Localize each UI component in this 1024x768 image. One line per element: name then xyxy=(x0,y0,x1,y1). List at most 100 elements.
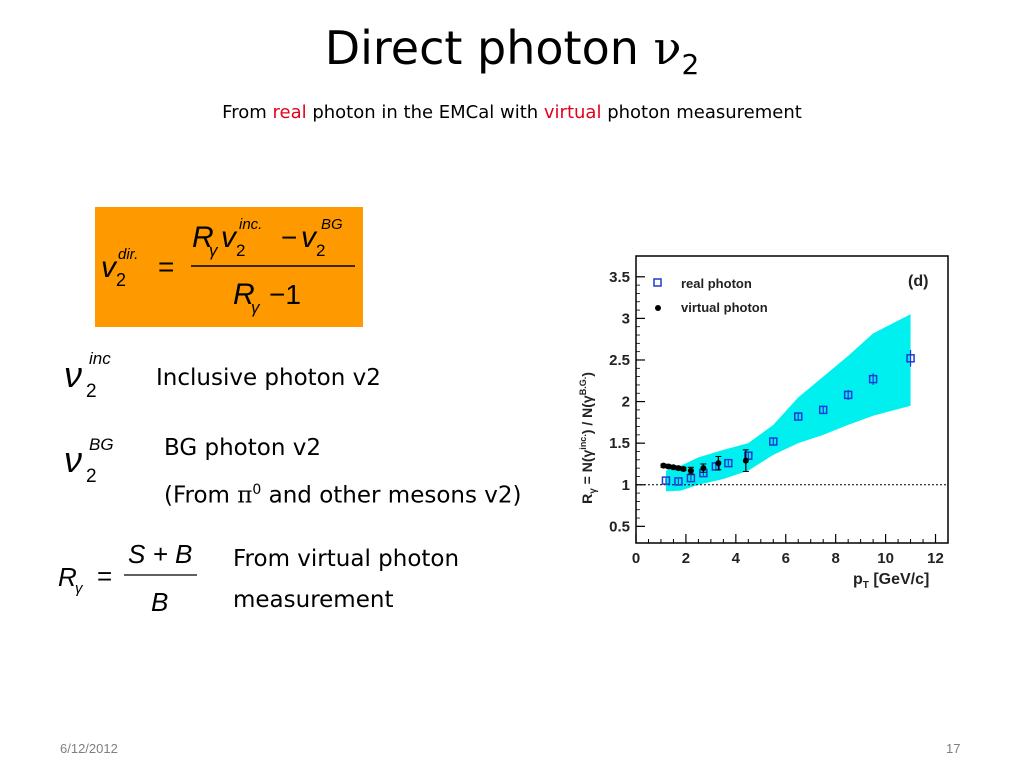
panel-label: (d) xyxy=(908,273,928,290)
virtual-photon-point xyxy=(742,457,749,464)
xlabel-unit: [GeV/c] xyxy=(869,571,929,588)
real-photon-point xyxy=(661,476,671,485)
virtual-photon-text-line2: measurement xyxy=(233,587,394,613)
x-tick-label: 6 xyxy=(782,550,790,567)
y-tick-label: 3 xyxy=(622,310,630,327)
xlabel-p: p xyxy=(853,571,863,588)
v2-bg-symbol: ν 2 BG xyxy=(64,435,114,487)
ylabel-sup2: B.G. xyxy=(578,377,588,396)
v2-inc-sub: 2 xyxy=(86,381,97,402)
r-gamma-equals: = xyxy=(97,561,112,591)
real-photon-point xyxy=(818,405,828,415)
direct-v2-formula-box: v 2 dir. = R γ v 2 inc. − v 2 BG R γ −1 xyxy=(95,207,363,327)
r-gamma-numerator: S + B xyxy=(128,539,192,569)
formula-num-sub2: 2 xyxy=(316,241,325,260)
footer-date: 6/12/2012 xyxy=(60,741,118,756)
real-photon-point xyxy=(769,437,778,446)
title-text: Direct photon xyxy=(324,21,654,75)
formula-lhs-v: v xyxy=(101,251,118,284)
slide-subtitle: From real photon in the EMCal with virtu… xyxy=(0,102,1024,123)
legend-real-label: real photon xyxy=(681,276,752,291)
x-tick-label: 8 xyxy=(832,550,840,567)
v2-bg-nu: ν xyxy=(64,439,82,480)
virtual-photon-point xyxy=(665,463,672,470)
systematic-band xyxy=(665,314,911,492)
subtitle-part3: photon in the EMCal with xyxy=(306,102,544,123)
slide-title: Direct photon ν2 xyxy=(0,18,1024,95)
formula-num-v: v xyxy=(221,221,238,254)
virtual-photon-text: From virtual photon xyxy=(233,546,460,572)
formula-num-R: R xyxy=(192,221,214,254)
x-axis-ticks: 0 2 4 6 8 10 12 xyxy=(632,534,949,567)
y-tick-label: 3.5 xyxy=(609,269,630,286)
legend-virtual-label: virtual photon xyxy=(681,300,768,315)
virtual-photon-points xyxy=(660,449,749,475)
ylabel-R: R xyxy=(579,494,595,504)
real-photon-point xyxy=(868,374,878,384)
x-tick-label: 0 xyxy=(632,550,640,567)
formula-num-v2: v xyxy=(301,221,318,254)
virtual-photon-point xyxy=(715,460,722,467)
virtual-photon-point xyxy=(670,464,677,471)
v2-inc-nu: ν xyxy=(64,354,82,395)
v2-inc-sup: inc xyxy=(89,349,111,368)
subtitle-real: real xyxy=(272,102,307,123)
real-photon-points xyxy=(661,350,915,486)
formula-num-minus: − xyxy=(281,222,297,253)
formula-num-sup2: BG xyxy=(321,216,343,233)
ylabel-sub: γ xyxy=(588,488,599,494)
virtual-photon-point xyxy=(675,465,682,472)
formula-lhs-sup: dir. xyxy=(118,246,138,263)
xlabel-sub: T xyxy=(863,580,869,591)
r-gamma-sub: γ xyxy=(75,580,84,597)
formula-num-sub: 2 xyxy=(236,241,245,260)
y-axis-label: Rγ = N(γinc.) / N(γB.G.) xyxy=(578,372,599,504)
x-tick-label: 10 xyxy=(877,550,894,567)
y-tick-label: 2.5 xyxy=(609,352,630,369)
subtitle-part5: photon measurement xyxy=(601,102,802,123)
y-tick-label: 0.5 xyxy=(609,518,630,535)
real-photon-point xyxy=(686,473,696,483)
pi-superscript: 0 xyxy=(252,482,262,498)
real-photon-point xyxy=(724,458,733,468)
pi-symbol: π xyxy=(237,482,253,509)
legend-virtual-marker xyxy=(655,305,661,311)
formula-lhs-sub: 2 xyxy=(116,270,126,290)
bg-line2-a: (From xyxy=(164,482,238,509)
virtual-photon-point xyxy=(687,467,694,474)
formula-den-rest: −1 xyxy=(269,279,301,310)
bg-photon-text: BG photon v2 xyxy=(164,435,321,461)
formula-equals: = xyxy=(158,251,174,282)
r-gamma-formula: R γ = S + B B xyxy=(58,539,197,617)
virtual-photon-point xyxy=(700,465,707,472)
ylabel-sup1: inc. xyxy=(578,434,588,450)
ylabel-rest: = N(γ xyxy=(579,449,595,488)
bg-line2-b: and other mesons v2) xyxy=(261,482,522,509)
real-photon-point xyxy=(793,412,803,421)
x-tick-label: 12 xyxy=(927,550,944,567)
subtitle-part1: From xyxy=(222,102,273,123)
x-tick-label: 2 xyxy=(682,550,690,567)
inclusive-photon-text: Inclusive photon v2 xyxy=(156,365,381,391)
y-axis-ticks: 0.5 1 1.5 2 2.5 3 3.5 xyxy=(609,269,645,535)
bg-photon-text-line2: (From π0 and other mesons v2) xyxy=(164,470,522,516)
y-tick-label: 1 xyxy=(622,477,630,494)
v2-bg-sub: 2 xyxy=(86,466,97,487)
title-subscript: 2 xyxy=(681,48,700,81)
formula-den-gamma: γ xyxy=(251,298,261,317)
formula-den-R: R xyxy=(233,278,255,311)
virtual-photon-point xyxy=(680,465,687,472)
r-gamma-chart: 0 2 4 6 8 10 12 0.5 1 1.5 2 2.5 3 3.5 real photon vi… xyxy=(578,255,949,591)
x-tick-label: 4 xyxy=(732,550,741,567)
direct-v2-formula: v 2 dir. = R γ v 2 inc. − v 2 BG R γ −1 xyxy=(101,216,355,317)
formula-num-gamma: γ xyxy=(209,241,219,260)
r-gamma-denominator: B xyxy=(151,587,168,617)
y-tick-label: 1.5 xyxy=(609,435,630,452)
plot-frame xyxy=(635,255,949,544)
real-photon-point xyxy=(674,477,683,486)
v2-bg-sup: BG xyxy=(89,435,114,454)
real-photon-point xyxy=(843,390,853,400)
title-nu-symbol: ν xyxy=(653,21,682,75)
formula-num-sup: inc. xyxy=(239,216,262,233)
ylabel-end: ) xyxy=(579,372,595,377)
